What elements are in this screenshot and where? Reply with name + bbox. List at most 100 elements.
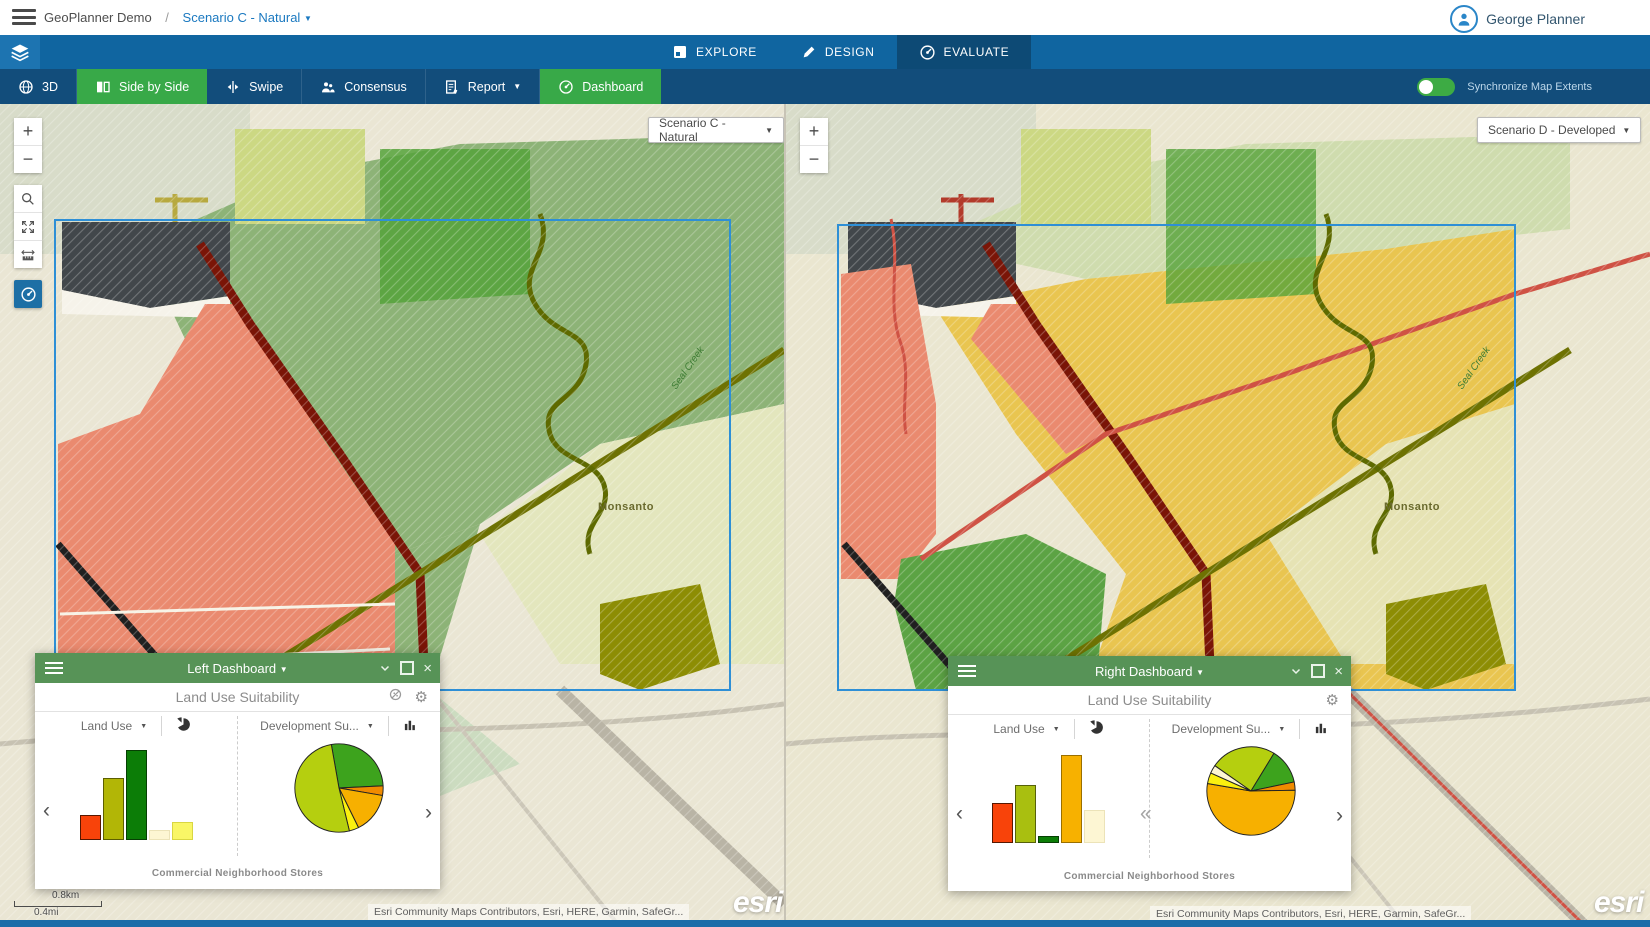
development-suitability-dropdown[interactable]: Development Su... (1172, 722, 1271, 736)
app-menu-icon[interactable] (12, 9, 36, 25)
sync-extents-toggle[interactable] (1417, 78, 1455, 96)
chip-caret-icon: ▼ (1622, 126, 1630, 135)
3d-button[interactable]: 3D (0, 69, 77, 104)
dropdown-caret-icon[interactable]: ▼ (1053, 726, 1060, 733)
development-suitability-pie-chart[interactable] (1150, 743, 1351, 839)
measure-button[interactable] (14, 240, 42, 268)
maximize-icon[interactable] (1311, 664, 1325, 678)
layers-button[interactable] (0, 35, 40, 69)
zoom-out-button[interactable]: − (14, 145, 42, 173)
consensus-button[interactable]: Consensus (302, 69, 426, 104)
right-dashboard-subheader: Land Use Suitability ⚙ (948, 686, 1351, 715)
side-by-side-button[interactable]: Side by Side (77, 69, 207, 104)
previous-chart-button[interactable]: ‹ (956, 803, 963, 824)
right-scenario-selector[interactable]: Scenario D - Developed ▼ (1477, 117, 1641, 143)
scale-bar: 0.8km 0.4mi (14, 890, 102, 918)
zoom-out-button[interactable]: − (800, 145, 828, 173)
right-dashboard-cards: Land Use ▼ Development Su... ▼ ‹ « (948, 715, 1351, 862)
development-suitability-dropdown[interactable]: Development Su... (260, 719, 359, 733)
dashboard-button[interactable]: Dashboard (540, 69, 661, 104)
gear-icon[interactable]: ⚙ (415, 688, 428, 706)
user-name: George Planner (1486, 11, 1585, 27)
land-use-bar-chart[interactable] (35, 740, 237, 840)
measure-ruler-icon (20, 247, 36, 263)
maximize-icon[interactable] (400, 661, 414, 675)
zoom-in-button[interactable]: + (800, 118, 828, 145)
gear-icon[interactable]: ⚙ (1326, 691, 1339, 709)
design-pencil-icon (801, 44, 817, 60)
active-layer-label: Commercial Neighborhood Stores (948, 871, 1351, 882)
right-dashboard-panel: Right Dashboard ▼ × Land Use Suitability… (948, 656, 1351, 891)
zoom-controls: + − (800, 118, 828, 173)
tab-design[interactable]: DESIGN (779, 35, 897, 69)
breadcrumb-root: GeoPlanner Demo (44, 10, 152, 25)
layers-icon (10, 42, 30, 62)
dashboard-tool-button-active[interactable] (14, 280, 42, 308)
left-dashboard-header[interactable]: Left Dashboard ▼ × (35, 653, 440, 683)
land-use-bar-chart[interactable] (948, 743, 1149, 843)
side-by-side-label: Side by Side (119, 80, 189, 94)
bar-chart-type-icon[interactable] (403, 717, 418, 735)
next-chart-button[interactable]: › (1336, 805, 1343, 826)
sync-extents-control: Synchronize Map Extents (1417, 69, 1592, 104)
right-scenario-label: Scenario D - Developed (1488, 123, 1615, 137)
scale-km-label: 0.8km (14, 890, 102, 901)
close-icon[interactable]: × (423, 661, 432, 676)
search-icon (20, 191, 36, 207)
map-pane-divider (784, 104, 786, 927)
dropdown-caret-icon[interactable]: ▼ (367, 723, 374, 730)
dropdown-caret-icon[interactable]: ▼ (1278, 726, 1285, 733)
mode-tabs: EXPLORE DESIGN EVALUATE (650, 35, 1031, 69)
previous-chart-button[interactable]: ‹ (43, 800, 50, 821)
zoom-in-button[interactable]: + (14, 118, 42, 145)
left-scenario-selector[interactable]: Scenario C - Natural ▼ (648, 117, 784, 143)
tab-evaluate[interactable]: EVALUATE (897, 31, 1032, 69)
esri-logo: esri (733, 886, 782, 920)
next-chart-button[interactable]: › (425, 802, 432, 823)
land-use-dropdown[interactable]: Land Use (993, 722, 1044, 736)
collapse-icon[interactable] (1290, 665, 1302, 677)
search-button[interactable] (14, 185, 42, 212)
pie-chart-type-icon[interactable] (1089, 720, 1104, 738)
breadcrumb-scenario-link[interactable]: Scenario C - Natural (183, 10, 301, 25)
full-extent-button[interactable] (14, 212, 42, 240)
report-label: Report (468, 80, 506, 94)
swipe-icon (225, 79, 241, 95)
page-back-button[interactable]: « (1140, 803, 1152, 824)
breadcrumb-separator: / (165, 10, 169, 25)
land-use-dropdown[interactable]: Land Use (81, 719, 132, 733)
tab-explore[interactable]: EXPLORE (650, 35, 779, 69)
left-dashboard-subheader: Land Use Suitability ⚙ (35, 683, 440, 712)
side-by-side-icon (95, 79, 111, 95)
report-button[interactable]: Report ▼ (426, 69, 540, 104)
visibility-off-icon[interactable] (388, 687, 403, 707)
evaluate-toolbar: 3D Side by Side Swipe Consensus Report ▼ (0, 69, 1650, 104)
map-attribution: Esri Community Maps Contributors, Esri, … (368, 904, 689, 920)
tab-design-label: DESIGN (825, 45, 875, 59)
user-avatar-icon (1450, 5, 1478, 33)
collapse-icon[interactable] (379, 662, 391, 674)
dashboard-title-caret-icon: ▼ (1196, 668, 1204, 677)
left-scenario-label: Scenario C - Natural (659, 116, 758, 144)
pie-chart-type-icon[interactable] (176, 717, 191, 735)
development-suitability-pie-chart[interactable] (238, 740, 440, 836)
bar-chart-type-icon[interactable] (1314, 720, 1329, 738)
right-dashboard-header[interactable]: Right Dashboard ▼ × (948, 656, 1351, 686)
evaluate-gauge-icon (919, 44, 936, 61)
left-dashboard-cards: Land Use ▼ Development Su... ▼ ‹ › (35, 712, 440, 860)
development-suitability-card: Development Su... ▼ (1150, 715, 1351, 862)
development-suitability-card: Development Su... ▼ (238, 712, 440, 860)
close-icon[interactable]: × (1334, 664, 1343, 679)
dashboard-title-caret-icon: ▼ (280, 665, 288, 674)
consensus-label: Consensus (344, 80, 407, 94)
map-label-monsanto: Monsanto (598, 501, 654, 513)
dashboard-gauge-icon (558, 79, 574, 95)
swipe-button[interactable]: Swipe (207, 69, 302, 104)
dropdown-caret-icon[interactable]: ▼ (140, 723, 147, 730)
dashboard-label: Dashboard (582, 80, 643, 94)
scenario-caret-icon[interactable]: ▼ (304, 14, 312, 23)
zoom-controls: + − (14, 118, 42, 173)
nav-bar: EXPLORE DESIGN EVALUATE (0, 35, 1650, 69)
user-menu[interactable]: George Planner (1450, 5, 1585, 33)
left-dashboard-panel: Left Dashboard ▼ × Land Use Suitability … (35, 653, 440, 889)
